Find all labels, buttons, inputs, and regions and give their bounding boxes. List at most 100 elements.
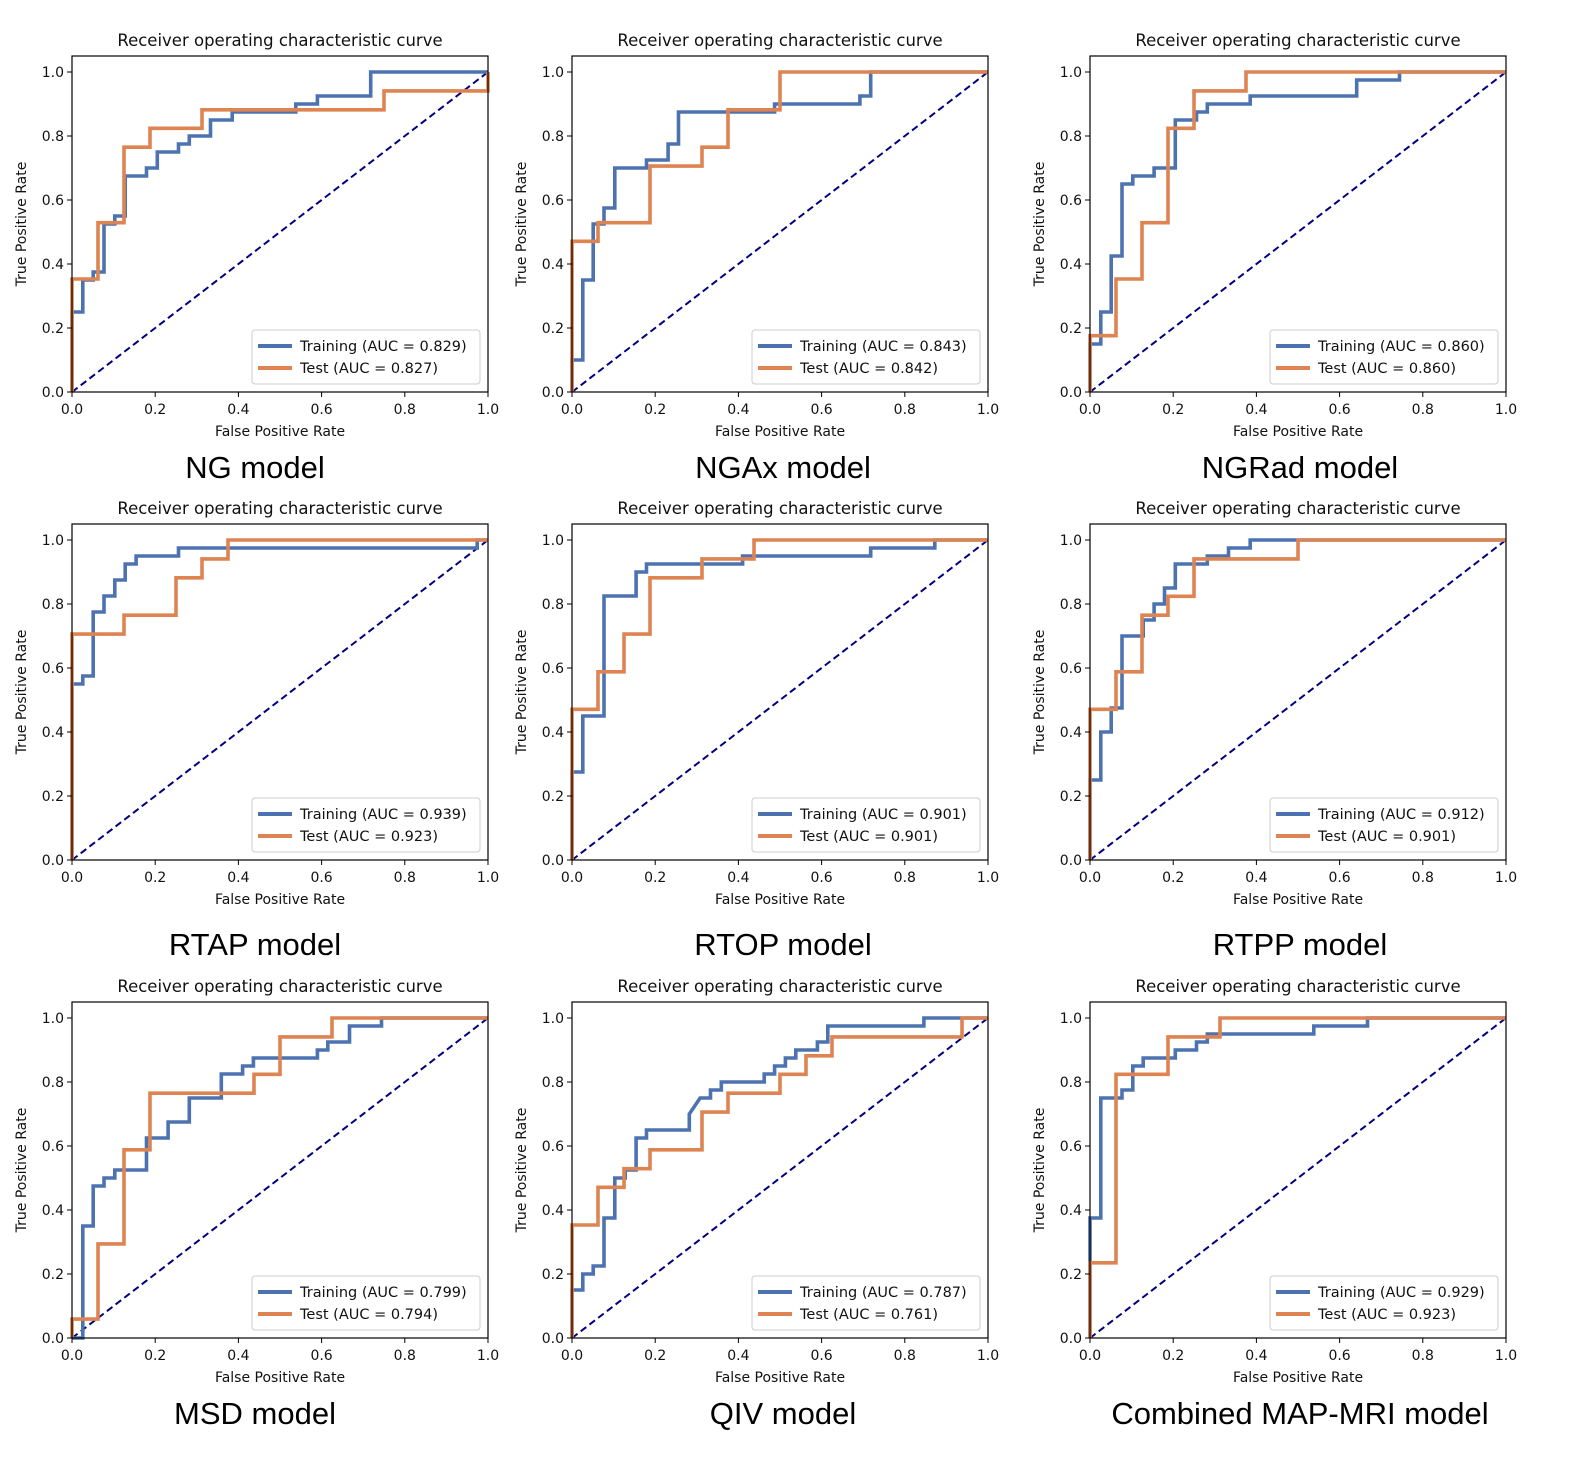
legend-box <box>251 797 481 853</box>
x-axis-label: False Positive Rate <box>715 424 845 440</box>
legend: Training (AUC = 0.939) Test (AUC = 0.923) <box>251 797 481 853</box>
x-tick-label: 1.0 <box>477 1348 499 1364</box>
panel-caption: QIV model <box>710 1396 856 1431</box>
legend-training-label: Training (AUC = 0.901) <box>799 807 967 823</box>
legend-training-label: Training (AUC = 0.787) <box>799 1285 967 1301</box>
y-axis-label: True Positive Rate <box>1032 1108 1048 1234</box>
x-axis-label: False Positive Rate <box>215 1370 345 1386</box>
x-axis-label: False Positive Rate <box>215 892 345 908</box>
y-tick-label: 0.8 <box>42 597 64 613</box>
legend-training-label: Training (AUC = 0.799) <box>299 1285 467 1301</box>
chart-title: Receiver operating characteristic curve <box>117 977 442 996</box>
y-tick-label: 0.8 <box>1060 1075 1082 1091</box>
training-roc-curve <box>570 70 988 392</box>
legend-test-label: Test (AUC = 0.761) <box>799 1307 938 1323</box>
legend-training-label: Training (AUC = 0.860) <box>1317 339 1485 355</box>
x-tick-label: 1.0 <box>977 1348 999 1364</box>
y-tick-label: 0.8 <box>542 1075 564 1091</box>
test-roc-curve <box>1088 70 1506 392</box>
x-axis-label: False Positive Rate <box>715 1370 845 1386</box>
roc-panel-combined-map-mri-model: Receiver operating characteristic curve 0… <box>1032 977 1517 1431</box>
x-tick-label: 0.2 <box>644 1348 666 1364</box>
legend-test-label: Test (AUC = 0.923) <box>1317 1307 1456 1323</box>
x-tick-label: 1.0 <box>477 402 499 418</box>
y-tick-label: 0.2 <box>42 1267 64 1283</box>
legend-box <box>1269 797 1499 853</box>
y-tick-label: 0.2 <box>1060 789 1082 805</box>
y-tick-label: 0.8 <box>1060 129 1082 145</box>
x-tick-label: 0.6 <box>810 1348 832 1364</box>
panel-caption: NGAx model <box>695 450 871 485</box>
y-tick-label: 1.0 <box>42 533 64 549</box>
y-tick-label: 0.2 <box>542 321 564 337</box>
y-tick-label: 0.6 <box>42 661 64 677</box>
panel-caption: RTOP model <box>694 927 871 962</box>
panel-caption: NGRad model <box>1202 450 1398 485</box>
chart-title: Receiver operating characteristic curve <box>617 977 942 996</box>
x-tick-label: 0.2 <box>644 870 666 886</box>
roc-panel-ngax-model: Receiver operating characteristic curve 0… <box>514 31 999 485</box>
test-roc-curve <box>70 538 488 860</box>
panel-caption: RTAP model <box>169 927 341 962</box>
y-tick-label: 0.6 <box>42 1139 64 1155</box>
y-axis-label: True Positive Rate <box>14 162 30 288</box>
y-tick-label: 0.6 <box>1060 193 1082 209</box>
y-tick-label: 1.0 <box>1060 1011 1082 1027</box>
x-tick-label: 0.8 <box>394 1348 416 1364</box>
y-tick-label: 0.2 <box>42 789 64 805</box>
x-tick-label: 0.4 <box>227 402 249 418</box>
y-tick-label: 1.0 <box>542 65 564 81</box>
roc-panel-msd-model: Receiver operating characteristic curve 0… <box>14 977 499 1431</box>
x-tick-label: 0.6 <box>1328 402 1350 418</box>
panel-caption: MSD model <box>174 1396 336 1431</box>
x-tick-label: 0.6 <box>310 402 332 418</box>
roc-panel-ng-model: Receiver operating characteristic curve 0… <box>14 31 499 485</box>
x-tick-label: 0.8 <box>1412 870 1434 886</box>
legend-training-label: Training (AUC = 0.843) <box>799 339 967 355</box>
legend-test-label: Test (AUC = 0.827) <box>299 361 438 377</box>
axes-frame <box>71 55 489 393</box>
x-tick-label: 1.0 <box>477 870 499 886</box>
chart-title: Receiver operating characteristic curve <box>117 31 442 50</box>
panel-caption: RTPP model <box>1213 927 1388 962</box>
x-tick-label: 0.6 <box>810 402 832 418</box>
y-tick-label: 1.0 <box>1060 533 1082 549</box>
y-axis-label: True Positive Rate <box>14 1108 30 1234</box>
test-roc-curve <box>1088 538 1506 860</box>
y-tick-label: 0.0 <box>42 385 64 401</box>
legend-test-label: Test (AUC = 0.901) <box>799 829 938 845</box>
y-tick-label: 0.8 <box>542 129 564 145</box>
legend-test-label: Test (AUC = 0.794) <box>299 1307 438 1323</box>
x-tick-label: 0.8 <box>894 870 916 886</box>
x-tick-label: 0.0 <box>61 1348 83 1364</box>
x-tick-label: 1.0 <box>977 402 999 418</box>
x-tick-label: 0.8 <box>894 402 916 418</box>
training-roc-curve <box>1088 538 1506 860</box>
x-tick-label: 0.8 <box>394 402 416 418</box>
legend-training-label: Training (AUC = 0.912) <box>1317 807 1485 823</box>
y-tick-label: 0.4 <box>42 257 64 273</box>
y-tick-label: 0.6 <box>1060 661 1082 677</box>
chart-title: Receiver operating characteristic curve <box>117 499 442 518</box>
x-tick-label: 1.0 <box>1495 870 1517 886</box>
x-tick-label: 1.0 <box>977 870 999 886</box>
panel-caption: NG model <box>185 450 325 485</box>
legend-test-label: Test (AUC = 0.901) <box>1317 829 1456 845</box>
chart-title: Receiver operating characteristic curve <box>1135 499 1460 518</box>
y-tick-label: 1.0 <box>42 65 64 81</box>
legend: Training (AUC = 0.843) Test (AUC = 0.842) <box>751 329 981 385</box>
legend-training-label: Training (AUC = 0.929) <box>1317 1285 1485 1301</box>
x-tick-label: 0.4 <box>1245 402 1267 418</box>
y-tick-label: 0.0 <box>1060 853 1082 869</box>
legend-test-label: Test (AUC = 0.923) <box>299 829 438 845</box>
x-tick-label: 0.0 <box>561 1348 583 1364</box>
x-tick-label: 0.2 <box>1162 870 1184 886</box>
test-roc-curve <box>70 1016 488 1338</box>
roc-panel-rtop-model: Receiver operating characteristic curve 0… <box>514 499 999 962</box>
x-tick-label: 0.6 <box>810 870 832 886</box>
x-axis-label: False Positive Rate <box>715 892 845 908</box>
training-roc-curve <box>1088 1016 1506 1338</box>
y-tick-label: 0.0 <box>542 1331 564 1347</box>
legend-box <box>1269 329 1499 385</box>
test-roc-curve <box>1088 1016 1506 1338</box>
